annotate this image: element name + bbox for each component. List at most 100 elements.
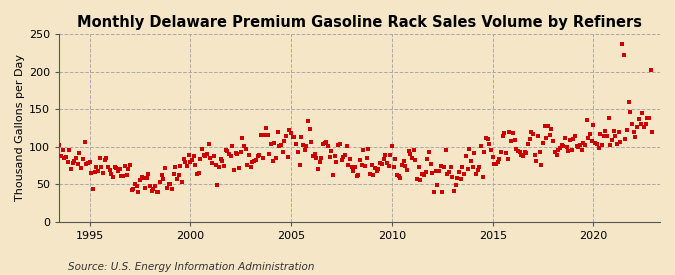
- Point: [212, 183, 223, 188]
- Point: [423, 149, 434, 154]
- Point: [630, 134, 641, 139]
- Point: [302, 119, 313, 123]
- Point: [635, 122, 646, 126]
- Point: [395, 176, 406, 180]
- Point: [397, 162, 408, 167]
- Point: [186, 158, 197, 163]
- Point: [84, 160, 95, 164]
- Point: [511, 147, 522, 151]
- Point: [531, 159, 542, 163]
- Point: [487, 155, 498, 159]
- Point: [92, 169, 103, 173]
- Point: [277, 150, 288, 154]
- Point: [410, 158, 421, 162]
- Point: [620, 136, 631, 141]
- Point: [442, 172, 453, 176]
- Point: [462, 167, 473, 172]
- Point: [485, 147, 496, 152]
- Point: [346, 164, 357, 169]
- Point: [420, 170, 431, 174]
- Point: [358, 147, 369, 152]
- Point: [134, 177, 145, 182]
- Point: [220, 148, 231, 152]
- Point: [608, 129, 619, 134]
- Point: [288, 135, 298, 139]
- Point: [298, 143, 308, 148]
- Point: [185, 160, 196, 164]
- Point: [558, 144, 568, 148]
- Point: [78, 157, 88, 161]
- Point: [326, 148, 337, 153]
- Point: [190, 163, 200, 167]
- Point: [227, 143, 238, 148]
- Point: [292, 150, 303, 155]
- Point: [628, 130, 639, 135]
- Point: [504, 130, 515, 134]
- Point: [148, 187, 159, 191]
- Point: [261, 126, 271, 130]
- Point: [375, 161, 385, 165]
- Point: [432, 183, 443, 187]
- Point: [380, 153, 391, 158]
- Point: [454, 169, 464, 174]
- Point: [329, 154, 340, 158]
- Point: [543, 123, 554, 128]
- Point: [71, 156, 82, 160]
- Point: [95, 155, 105, 160]
- Point: [51, 175, 61, 179]
- Point: [545, 133, 556, 138]
- Point: [264, 151, 275, 156]
- Point: [413, 165, 424, 170]
- Point: [554, 146, 565, 150]
- Point: [388, 165, 399, 169]
- Point: [249, 159, 260, 163]
- Point: [222, 149, 233, 153]
- Point: [501, 151, 512, 155]
- Title: Monthly Delaware Premium Gasoline Rack Sales Volume by Refiners: Monthly Delaware Premium Gasoline Rack S…: [77, 15, 642, 30]
- Point: [548, 139, 559, 143]
- Point: [182, 164, 192, 169]
- Point: [470, 171, 481, 176]
- Point: [353, 173, 364, 178]
- Point: [443, 170, 454, 174]
- Point: [406, 156, 417, 160]
- Point: [588, 123, 599, 127]
- Point: [203, 142, 214, 146]
- Point: [495, 149, 506, 154]
- Point: [103, 164, 113, 169]
- Y-axis label: Thousand Gallons per Day: Thousand Gallons per Day: [15, 54, 25, 201]
- Point: [341, 144, 352, 148]
- Point: [141, 176, 152, 180]
- Point: [59, 156, 70, 160]
- Point: [124, 163, 135, 167]
- Point: [563, 148, 574, 153]
- Point: [614, 129, 624, 134]
- Point: [623, 100, 634, 104]
- Point: [363, 147, 374, 152]
- Point: [408, 148, 419, 153]
- Point: [45, 138, 56, 143]
- Point: [590, 141, 601, 145]
- Point: [286, 131, 296, 135]
- Point: [254, 153, 265, 157]
- Point: [439, 165, 450, 169]
- Point: [183, 152, 194, 157]
- Point: [336, 157, 347, 162]
- Point: [119, 163, 130, 168]
- Point: [390, 157, 401, 161]
- Point: [564, 138, 575, 142]
- Point: [440, 147, 451, 152]
- Point: [344, 157, 355, 161]
- Point: [539, 124, 550, 128]
- Point: [229, 168, 240, 172]
- Point: [334, 142, 345, 147]
- Point: [601, 134, 612, 138]
- Point: [364, 172, 375, 176]
- Point: [140, 186, 151, 190]
- Point: [533, 134, 543, 138]
- Point: [265, 142, 276, 146]
- Point: [645, 68, 656, 72]
- Point: [472, 168, 483, 172]
- Point: [284, 128, 295, 132]
- Point: [514, 150, 525, 154]
